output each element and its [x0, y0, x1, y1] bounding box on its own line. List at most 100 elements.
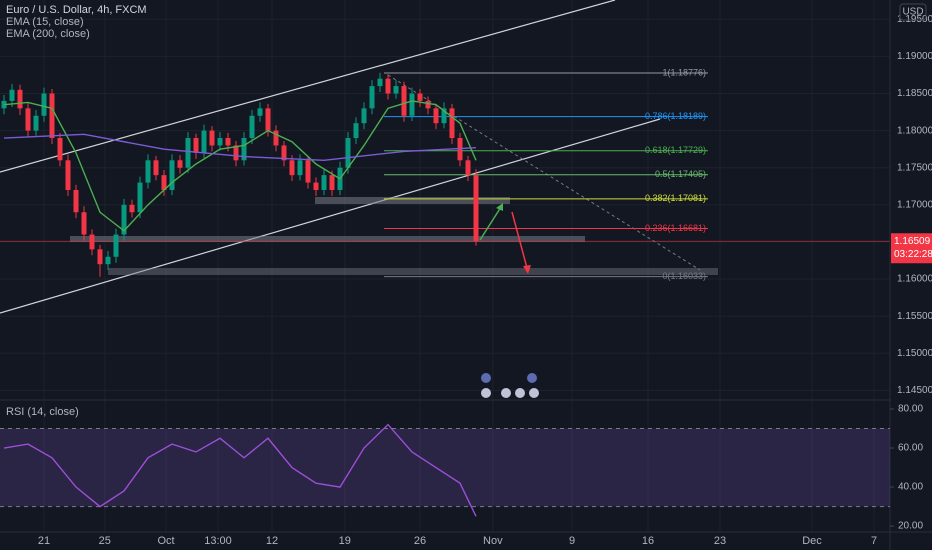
- x-tick-label: 16: [642, 535, 654, 547]
- candle-body: [353, 123, 359, 139]
- legend-rsi: RSI (14, close): [6, 406, 79, 418]
- candle-body: [265, 108, 271, 131]
- fib-levels: 1(1.18776) 0.786(1.18189) 0.618(1.17729) 0.…: [384, 67, 708, 281]
- y-tick-label: 1.17500: [897, 162, 932, 173]
- candle-body: [417, 93, 423, 101]
- fib-label: 0(1.16033): [662, 271, 706, 281]
- rsi-tick-label: 60.00: [898, 443, 923, 454]
- y-tick-label: 1.19000: [897, 51, 932, 62]
- zone: [315, 197, 510, 204]
- fib-label: 0.382(1.17081): [645, 193, 706, 203]
- x-tick-label: 23: [714, 535, 726, 547]
- candle-body: [409, 93, 415, 116]
- x-tick-label: Nov: [483, 535, 503, 547]
- countdown: 03:22:28: [894, 249, 932, 260]
- arrow-down: [511, 211, 528, 269]
- x-tick-label: 21: [38, 535, 50, 547]
- candle-body: [305, 160, 311, 183]
- candle-body: [425, 100, 431, 109]
- candle-body: [321, 175, 327, 190]
- candle-body: [177, 160, 183, 168]
- candle-body: [137, 182, 143, 213]
- currency[interactable]: USD: [902, 7, 923, 18]
- legend-ema200: EMA (200, close): [6, 28, 90, 40]
- arrow-head: [496, 203, 503, 211]
- ema-line: [3, 100, 477, 232]
- candle-body: [401, 86, 407, 116]
- arrow-head: [523, 265, 531, 274]
- candle-body: [105, 256, 111, 265]
- candle-body: [89, 234, 95, 250]
- candle-body: [225, 138, 231, 146]
- channel-lower: [0, 118, 661, 314]
- candle-body: [169, 160, 175, 190]
- y-tick-label: 1.18500: [897, 88, 932, 99]
- rsi-tick-label: 80.00: [898, 404, 923, 415]
- candle-body: [369, 86, 375, 109]
- x-tick-label: 13:00: [204, 535, 232, 547]
- zone: [70, 236, 585, 242]
- candle-body: [329, 175, 335, 190]
- x-tick-label: Oct: [157, 535, 174, 547]
- candle-body: [41, 93, 47, 116]
- rsi-line: [3, 423, 477, 517]
- x-tick-label: 7: [871, 535, 877, 547]
- candle-body: [201, 130, 207, 153]
- x-tick-label: 26: [414, 535, 426, 547]
- y-tick-label: 1.16000: [897, 274, 932, 285]
- candle-body: [393, 86, 399, 94]
- fib-label: 0.236(1.16681): [645, 223, 706, 233]
- candle-body: [97, 249, 103, 265]
- candle-body: [113, 234, 119, 257]
- last-price-label: 1.16509: [894, 236, 931, 247]
- x-tick-label: Dec: [802, 535, 822, 547]
- rsi-pane: [0, 423, 890, 517]
- rsi-band: [0, 428, 890, 507]
- arrow-up: [479, 206, 502, 241]
- rsi-tick-label: 20.00: [898, 521, 923, 532]
- candle-body: [249, 115, 255, 139]
- candle-body: [73, 189, 79, 213]
- candle-body: [473, 175, 479, 242]
- candle-body: [49, 93, 55, 139]
- candle-body: [217, 138, 223, 146]
- candle-body: [25, 108, 31, 131]
- y-tick-label: 1.15500: [897, 311, 932, 322]
- axes: 1.145001.150001.155001.160001.165001.170…: [38, 14, 932, 547]
- candle-body: [33, 115, 39, 131]
- currency-box[interactable]: [899, 3, 927, 21]
- candle-body: [281, 145, 287, 161]
- candle-body: [289, 160, 295, 176]
- y-tick-label: 1.19500: [897, 14, 932, 25]
- candle-body: [273, 130, 279, 146]
- x-tick-label: 12: [266, 535, 278, 547]
- candle-body: [313, 182, 319, 190]
- last-price-box: [891, 233, 932, 264]
- x-tick-label: 9: [569, 535, 575, 547]
- candle-body: [153, 160, 159, 176]
- candle-body: [185, 138, 191, 168]
- candle-body: [385, 78, 391, 94]
- candle-body: [345, 138, 351, 168]
- candle-body: [441, 108, 447, 124]
- rsi-tick-label: 40.00: [898, 482, 923, 493]
- fib-label: 1(1.18776): [662, 67, 706, 77]
- x-tick-label: 25: [99, 535, 111, 547]
- candle-body: [233, 145, 239, 161]
- candle-body: [209, 130, 215, 146]
- x-tick-label: 19: [339, 535, 351, 547]
- candle-body: [129, 204, 135, 213]
- y-tick-label: 1.14500: [897, 385, 932, 396]
- candle-body: [361, 108, 367, 124]
- candle-body: [297, 160, 303, 176]
- candle-body: [9, 89, 15, 101]
- candle-body: [377, 78, 383, 87]
- candle-body: [193, 138, 199, 153]
- candle-body: [65, 160, 71, 190]
- fib-label: 0.786(1.18189): [645, 111, 706, 121]
- candle-body: [433, 108, 439, 124]
- zone: [108, 268, 718, 275]
- candle-body: [145, 160, 151, 183]
